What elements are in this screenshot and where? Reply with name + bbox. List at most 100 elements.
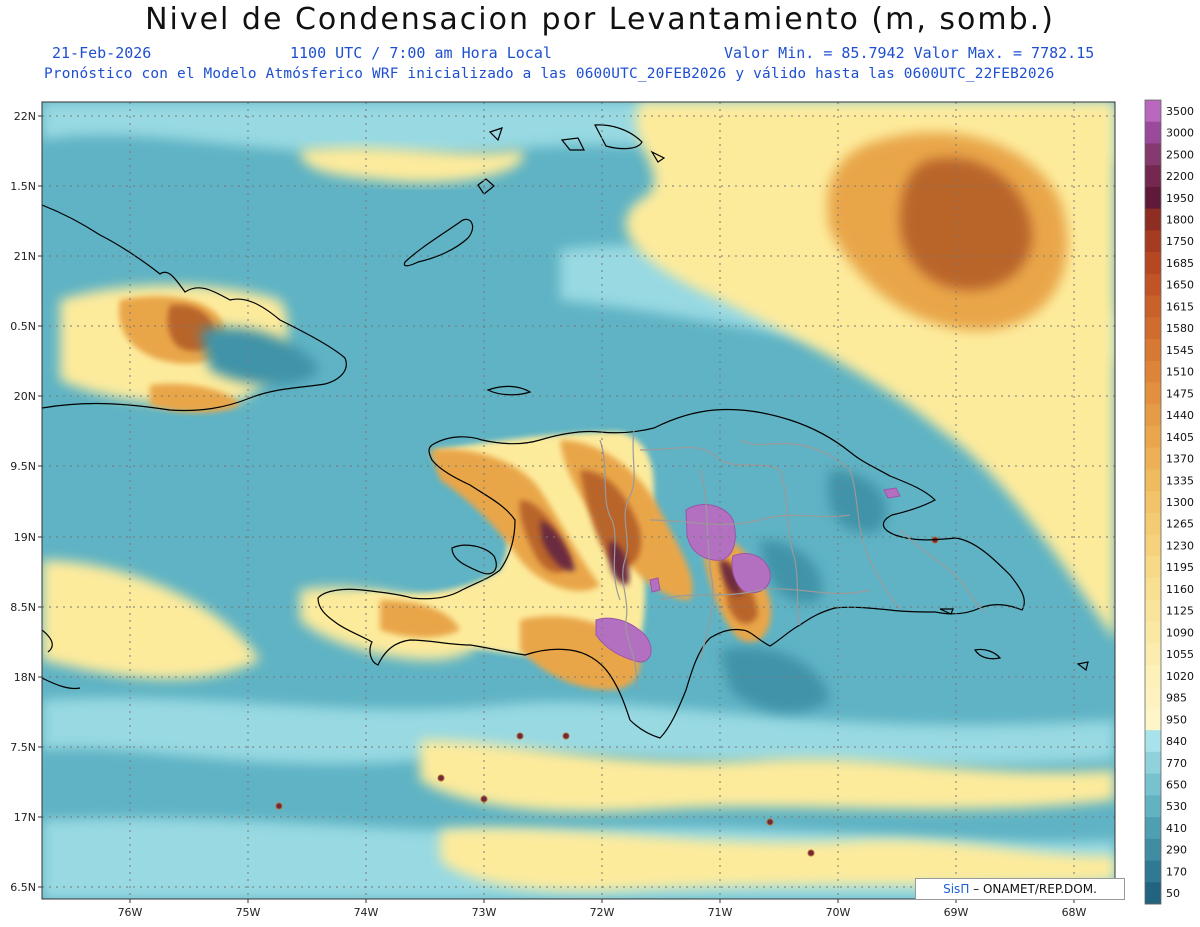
field-contour-28 bbox=[760, 540, 822, 603]
colorbar-label: 290 bbox=[1166, 844, 1187, 857]
colorbar-swatch bbox=[1145, 186, 1161, 210]
field-layer bbox=[42, 102, 1115, 899]
map-title: Nivel de Condensacion por Levantamiento … bbox=[145, 2, 1055, 37]
colorbar-label: 1160 bbox=[1166, 583, 1194, 596]
lat-label: 6.5N bbox=[10, 881, 36, 894]
colorbar-label: 770 bbox=[1166, 757, 1187, 770]
colorbar-swatch bbox=[1145, 121, 1161, 144]
colorbar-label: 170 bbox=[1166, 865, 1187, 878]
spot-5 bbox=[807, 849, 815, 857]
colorbar-swatch bbox=[1145, 556, 1161, 579]
lon-label: 74W bbox=[354, 906, 379, 919]
colorbar-swatch bbox=[1145, 469, 1161, 492]
lat-label: 19N bbox=[14, 531, 36, 544]
colorbar-swatch bbox=[1145, 491, 1161, 514]
colorbar-swatch bbox=[1145, 425, 1161, 449]
colorbar-swatch bbox=[1145, 599, 1161, 622]
field-contour-2 bbox=[42, 697, 1115, 766]
colorbar-swatch bbox=[1145, 230, 1161, 253]
colorbar-swatch bbox=[1145, 339, 1161, 362]
colorbar-label: 1510 bbox=[1166, 366, 1194, 379]
plot-frame bbox=[41, 101, 1116, 900]
colorbar-label: 840 bbox=[1166, 735, 1187, 748]
colorbar-label: 1580 bbox=[1166, 322, 1194, 335]
field-contour-13 bbox=[900, 158, 1032, 290]
max-patch-2 bbox=[595, 617, 652, 663]
field-contour-21 bbox=[380, 600, 460, 638]
colorbar-swatch bbox=[1145, 404, 1161, 427]
colorbar-swatch bbox=[1145, 578, 1161, 601]
model-info: Pronóstico con el Modelo Atmósferico WRF… bbox=[44, 66, 1055, 82]
credit-text: – ONAMET/REP.DOM. bbox=[973, 882, 1097, 896]
lat-label: 9.5N bbox=[10, 460, 36, 473]
lon-label: 70W bbox=[826, 906, 851, 919]
colorbar-label: 1750 bbox=[1166, 235, 1194, 248]
lat-label: 18N bbox=[14, 671, 36, 684]
colorbar-label: 410 bbox=[1166, 822, 1187, 835]
lat-label: 0.5N bbox=[10, 320, 36, 333]
field-contour-16 bbox=[150, 383, 240, 413]
field-contour-5 bbox=[420, 740, 1115, 812]
colorbar-label: 950 bbox=[1166, 713, 1187, 726]
colorbar-swatch bbox=[1145, 317, 1161, 340]
colorbar-label: 1335 bbox=[1166, 474, 1194, 487]
field-contour-9 bbox=[300, 147, 524, 183]
colorbar-label: 2200 bbox=[1166, 170, 1194, 183]
colorbar-label: 530 bbox=[1166, 800, 1187, 813]
field-contour-8 bbox=[42, 560, 260, 679]
colorbar-swatch bbox=[1145, 860, 1161, 883]
colorbar-label: 3500 bbox=[1166, 105, 1194, 118]
colorbar-swatch bbox=[1145, 382, 1161, 405]
lat-label: 8.5N bbox=[10, 601, 36, 614]
lon-label: 69W bbox=[944, 906, 969, 919]
colorbar-swatch bbox=[1145, 143, 1161, 166]
colorbar-swatch bbox=[1145, 100, 1161, 123]
field-contour-26 bbox=[720, 647, 830, 713]
colorbar-swatch bbox=[1145, 621, 1161, 644]
colorbar-label: 1195 bbox=[1166, 561, 1194, 574]
cuba-coastline bbox=[42, 204, 347, 412]
colorbar-label: 1090 bbox=[1166, 626, 1194, 639]
lon-label: 75W bbox=[236, 906, 261, 919]
field-contour-6 bbox=[440, 827, 1115, 891]
coastlines bbox=[42, 124, 1089, 739]
colorbar-label: 1020 bbox=[1166, 670, 1194, 683]
colorbar-label: 650 bbox=[1166, 778, 1187, 791]
spot-2 bbox=[437, 774, 445, 782]
colorbar-swatch bbox=[1145, 686, 1161, 709]
colorbar-swatch bbox=[1145, 252, 1161, 275]
spot-4 bbox=[766, 818, 774, 826]
lon-label: 68W bbox=[1062, 906, 1087, 919]
colorbar-label: 1650 bbox=[1166, 279, 1194, 292]
colorbar-swatch bbox=[1145, 512, 1161, 535]
max-patch-4 bbox=[649, 577, 661, 593]
colorbar-label: 1950 bbox=[1166, 192, 1194, 205]
colorbar-label: 1125 bbox=[1166, 605, 1194, 618]
colorbar-swatch bbox=[1145, 273, 1161, 296]
colorbar-swatch bbox=[1145, 360, 1161, 383]
field-contour-29 bbox=[540, 520, 575, 571]
colorbar-label: 3000 bbox=[1166, 127, 1194, 140]
colorbar-frame bbox=[1144, 99, 1162, 905]
lat-label: 22N bbox=[14, 110, 36, 123]
colorbar: 3500 3000 2500 2200 1950 1800 1750 1685 1650 1615… bbox=[1144, 99, 1194, 905]
colorbar-label: 1300 bbox=[1166, 496, 1194, 509]
max-patch-0 bbox=[685, 504, 736, 561]
colorbar-label: 1055 bbox=[1166, 648, 1194, 661]
colorbar-swatch bbox=[1145, 295, 1161, 318]
colorbar-label: 1265 bbox=[1166, 518, 1194, 531]
colorbar-label: 1475 bbox=[1166, 387, 1194, 400]
field-contour-25 bbox=[200, 327, 320, 385]
colorbar-swatch bbox=[1145, 534, 1161, 557]
colorbar-swatch bbox=[1145, 165, 1161, 188]
colorbar-label: 1615 bbox=[1166, 300, 1194, 313]
colorbar-swatch bbox=[1145, 838, 1161, 861]
lon-label: 73W bbox=[472, 906, 497, 919]
credit-box: SisΠ – ONAMET/REP.DOM. bbox=[915, 878, 1125, 900]
spot-6 bbox=[275, 802, 283, 810]
colorbar-label: 50 bbox=[1166, 887, 1180, 900]
lon-label: 76W bbox=[118, 906, 143, 919]
colorbar-label: 2500 bbox=[1166, 148, 1194, 161]
colorbar-swatch bbox=[1145, 751, 1161, 775]
lat-label: 20N bbox=[14, 390, 36, 403]
